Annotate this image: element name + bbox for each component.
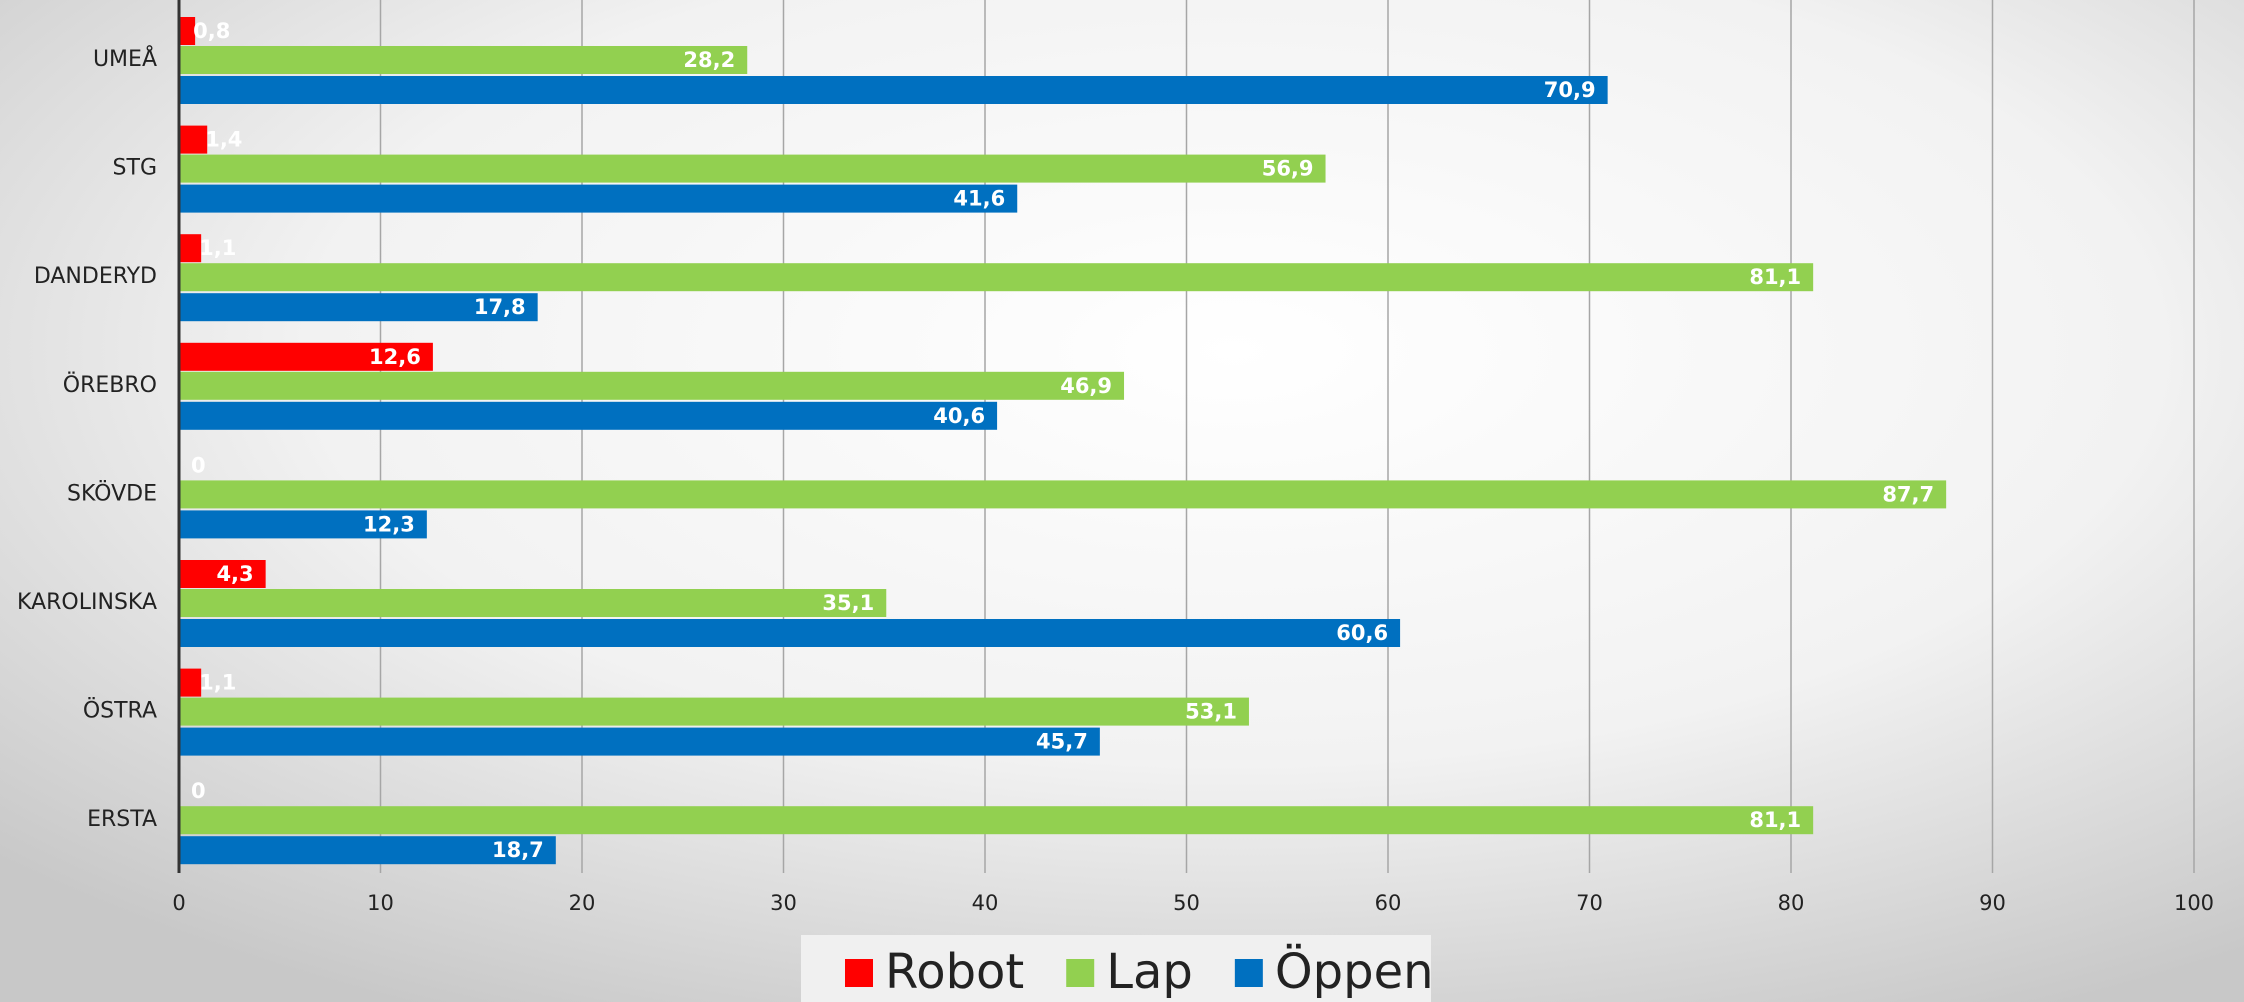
- data-label: 81,1: [1749, 265, 1801, 289]
- bar: [179, 589, 887, 617]
- data-label: 53,1: [1185, 700, 1237, 724]
- x-tick-label: 90: [1979, 891, 2006, 915]
- bar: [179, 234, 202, 263]
- x-tick-label: 60: [1375, 891, 1402, 915]
- x-tick-label: 20: [569, 891, 596, 915]
- data-label: 70,9: [1544, 78, 1596, 102]
- data-label: 0: [191, 779, 206, 803]
- data-label: 12,6: [369, 345, 421, 369]
- bar: [179, 510, 427, 539]
- x-tick-label: 30: [770, 891, 797, 915]
- data-label: 1,1: [199, 236, 236, 260]
- legend-swatch: [1234, 959, 1263, 987]
- bar: [179, 125, 208, 154]
- legend-label: Lap: [1106, 944, 1193, 1000]
- bar: [179, 184, 1018, 213]
- bar: [179, 401, 998, 430]
- data-label: 40,6: [933, 404, 985, 428]
- y-tick-label: DANDERYD: [34, 264, 157, 289]
- bar: [179, 293, 538, 322]
- data-label: 18,7: [492, 838, 544, 862]
- data-label: 28,2: [683, 48, 735, 72]
- data-label: 46,9: [1060, 374, 1112, 398]
- legend-label: Öppen: [1275, 944, 1434, 1000]
- data-label: 56,9: [1262, 157, 1314, 181]
- data-label: 4,3: [216, 562, 253, 586]
- bar: [179, 480, 1947, 509]
- y-tick-label: UMEÅ: [93, 45, 157, 72]
- y-tick-label: SKÖVDE: [67, 480, 157, 506]
- x-tick-label: 80: [1778, 891, 1805, 915]
- data-label: 87,7: [1882, 482, 1934, 506]
- x-tick-label: 100: [2174, 891, 2214, 915]
- bar: [179, 727, 1100, 756]
- bar: [179, 76, 1608, 104]
- legend-swatch: [1066, 959, 1095, 987]
- data-label: 81,1: [1749, 808, 1801, 832]
- bar: [179, 806, 1814, 835]
- x-tick-label: 50: [1173, 891, 1200, 915]
- data-label: 12,3: [363, 512, 415, 536]
- data-label: 60,6: [1336, 621, 1388, 645]
- legend-box: [801, 935, 1431, 1002]
- x-tick-label: 0: [172, 891, 185, 915]
- bar: [179, 371, 1125, 400]
- bar: [179, 619, 1401, 647]
- y-tick-label: KAROLINSKA: [17, 590, 157, 615]
- data-label: 0,8: [193, 19, 230, 43]
- bar: [179, 46, 748, 74]
- x-tick-label: 40: [972, 891, 999, 915]
- bar: [179, 560, 266, 588]
- bar: [179, 17, 196, 45]
- bar: [179, 668, 202, 697]
- y-tick-label: ERSTA: [87, 807, 157, 832]
- x-tick-label: 10: [367, 891, 394, 915]
- bar: [179, 836, 556, 865]
- x-tick-label: 70: [1576, 891, 1603, 915]
- legend-swatch: [845, 959, 873, 987]
- data-label: 17,8: [474, 295, 526, 319]
- bar: [179, 342, 433, 371]
- data-label: 35,1: [822, 591, 874, 615]
- data-label: 41,6: [953, 187, 1005, 211]
- data-label: 0: [191, 453, 206, 477]
- y-tick-label: ÖREBRO: [63, 372, 157, 398]
- data-label: 1,4: [205, 128, 242, 152]
- bar: [179, 263, 1814, 292]
- bar: [179, 697, 1249, 726]
- y-tick-label: STG: [113, 156, 157, 181]
- data-label: 1,1: [199, 671, 236, 695]
- bar: [179, 154, 1326, 183]
- legend-label: Robot: [885, 944, 1024, 1000]
- y-tick-label: ÖSTRA: [83, 698, 157, 724]
- data-label: 45,7: [1036, 730, 1088, 754]
